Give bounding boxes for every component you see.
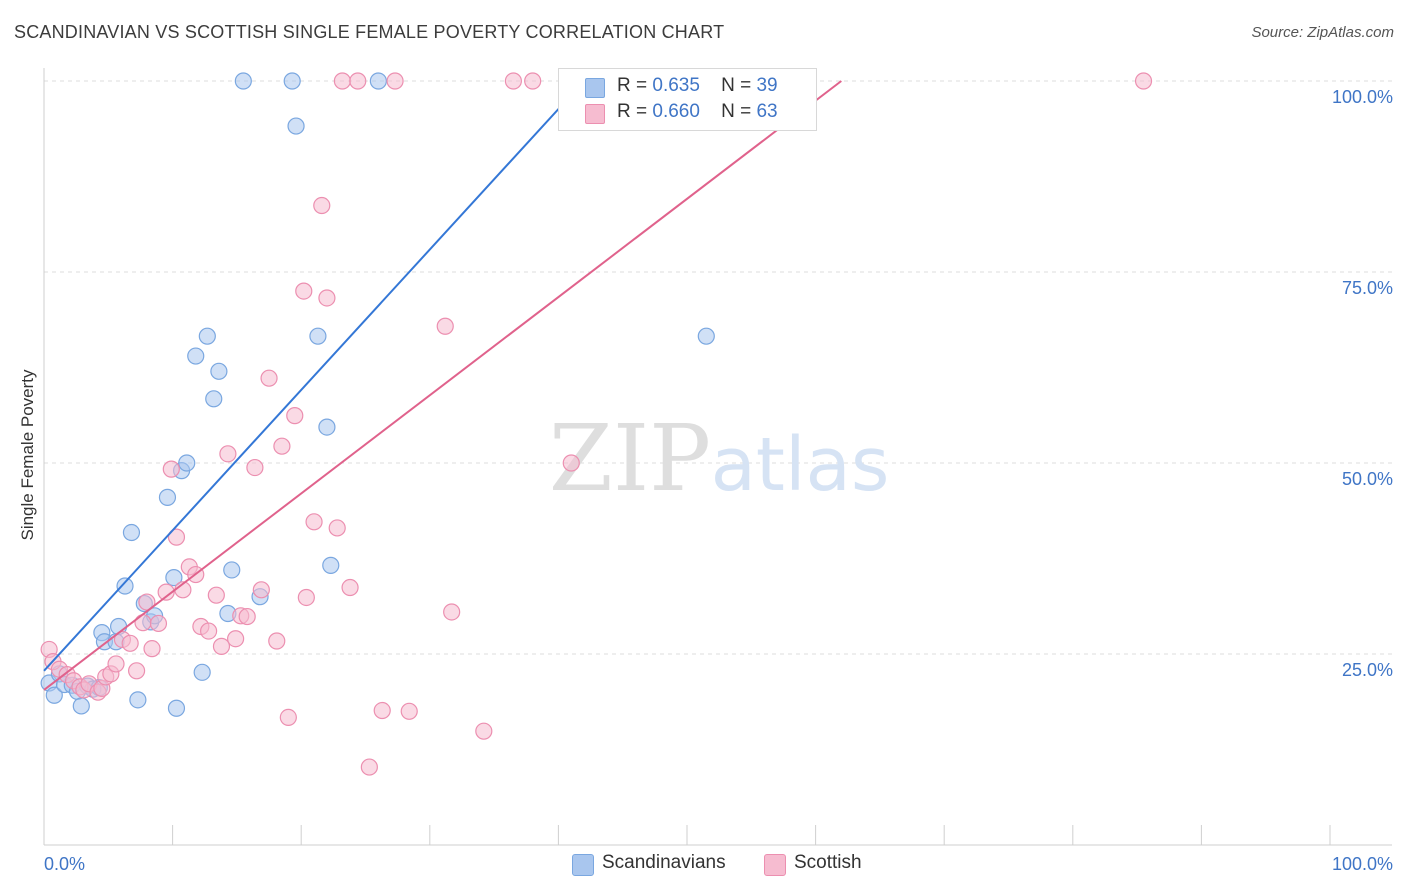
legend-r-label: R = [617, 75, 648, 96]
point-scottish-43 [305, 513, 323, 531]
point-scottish-33 [238, 607, 256, 626]
point-scandinavians-31 [223, 561, 241, 579]
source-credit: Source: ZipAtlas.com [1251, 24, 1394, 41]
bottom-legend-swatch-scandinavians [572, 854, 594, 876]
point-scottish-52 [386, 72, 404, 90]
bottom-legend-label-scottish: Scottish [794, 852, 862, 873]
point-scandinavians-26 [193, 663, 211, 681]
point-scottish-20 [157, 583, 175, 601]
point-scandinavians-25 [187, 347, 205, 365]
point-scandinavians-38 [322, 556, 340, 574]
y-tick-label-100: 100.0% [1332, 87, 1393, 107]
watermark-atlas: atlas [711, 422, 890, 508]
point-scandinavians-35 [287, 117, 305, 135]
point-scottish-16 [134, 614, 152, 632]
point-scottish-21 [162, 460, 180, 478]
point-scottish-22 [167, 528, 186, 546]
legend-n-value: 63 [756, 101, 778, 122]
point-scandinavians-40 [697, 327, 715, 345]
x-tick-label-100: 100.0% [1332, 854, 1393, 874]
point-scottish-51 [373, 701, 391, 720]
point-scottish-17 [138, 593, 156, 611]
point-scottish-54 [436, 317, 454, 335]
point-scottish-56 [475, 722, 493, 740]
point-scottish-31 [227, 630, 245, 648]
bottom-legend-label-scandinavians: Scandinavians [602, 852, 726, 873]
point-scottish-34 [246, 458, 264, 477]
legend-n-label: N = [721, 75, 752, 96]
point-scottish-61 [1134, 72, 1153, 90]
legend-swatch-scottish [585, 104, 605, 124]
point-scottish-18 [143, 640, 161, 658]
legend-r-label: R = [617, 101, 648, 122]
point-scottish-35 [252, 581, 270, 599]
point-scottish-46 [328, 519, 346, 537]
y-tick-label-25: 25.0% [1342, 660, 1393, 680]
point-scottish-27 [200, 622, 218, 640]
chart-title: SCANDINAVIAN VS SCOTTISH SINGLE FEMALE P… [14, 22, 725, 42]
point-scandinavians-6 [72, 697, 90, 715]
trend-line-scottish [43, 80, 842, 691]
point-scottish-44 [313, 196, 331, 215]
y-tick-label-75: 75.0% [1342, 278, 1393, 298]
point-scottish-39 [279, 708, 297, 727]
legend-r-value: 0.635 [652, 75, 700, 96]
point-scottish-29 [212, 637, 231, 655]
point-scottish-45 [318, 289, 336, 307]
point-scandinavians-36 [309, 327, 327, 345]
grid-layer [44, 80, 1392, 655]
point-scandinavians-24 [178, 454, 196, 472]
point-scandinavians-28 [205, 390, 223, 408]
point-scottish-59 [562, 454, 580, 472]
point-scandinavians-33 [234, 72, 252, 90]
point-scottish-58 [524, 72, 542, 90]
point-scottish-19 [149, 614, 168, 633]
legend-swatch-scandinavians [585, 78, 605, 98]
point-scottish-50 [360, 758, 378, 776]
point-scandinavians-21 [165, 568, 183, 587]
point-scottish-12 [107, 655, 125, 673]
point-scandinavians-14 [116, 577, 134, 595]
point-scottish-47 [333, 72, 351, 90]
point-scandinavians-29 [210, 362, 228, 380]
points-layer [40, 72, 1153, 776]
legend-n-label: N = [721, 101, 752, 122]
point-scottish-40 [286, 407, 304, 425]
point-scandinavians-37 [318, 418, 336, 436]
bottom-legend-swatch-scottish [764, 854, 786, 876]
axis-layer [43, 68, 1392, 846]
point-scandinavians-22 [167, 699, 186, 717]
point-scottish-28 [207, 586, 225, 604]
point-scottish-15 [127, 662, 146, 680]
point-scottish-14 [121, 634, 139, 652]
point-scottish-38 [273, 437, 291, 455]
point-scandinavians-39 [369, 72, 387, 90]
legend-r-value: 0.660 [652, 101, 700, 122]
trend-line-scandinavians [43, 80, 585, 672]
point-scandinavians-16 [129, 691, 147, 709]
trend-layer [43, 80, 842, 691]
point-scottish-48 [341, 578, 359, 597]
point-scottish-42 [297, 588, 315, 607]
point-scottish-53 [400, 702, 418, 720]
y-tick-label-50: 50.0% [1342, 469, 1393, 489]
point-scottish-30 [219, 445, 237, 463]
tick-labels: 25.0% 50.0% 75.0% 100.0% 0.0% 100.0% [44, 87, 1393, 874]
point-scottish-36 [260, 369, 278, 387]
watermark: ZIP atlas [549, 405, 890, 512]
point-scottish-37 [268, 632, 286, 650]
point-scandinavians-1 [45, 686, 63, 704]
point-scottish-49 [349, 72, 367, 90]
legend-n-value: 39 [756, 75, 778, 96]
point-scottish-41 [295, 282, 313, 300]
x-tick-label-0: 0.0% [44, 854, 85, 874]
point-scandinavians-20 [158, 488, 177, 506]
point-scottish-55 [443, 603, 461, 621]
point-scandinavians-15 [122, 523, 141, 542]
correlation-legend: R = 0.635 N = 39 R = 0.660 N = 63 [558, 68, 817, 131]
point-scandinavians-34 [283, 72, 301, 90]
point-scottish-57 [504, 72, 522, 90]
point-scandinavians-27 [198, 327, 216, 345]
